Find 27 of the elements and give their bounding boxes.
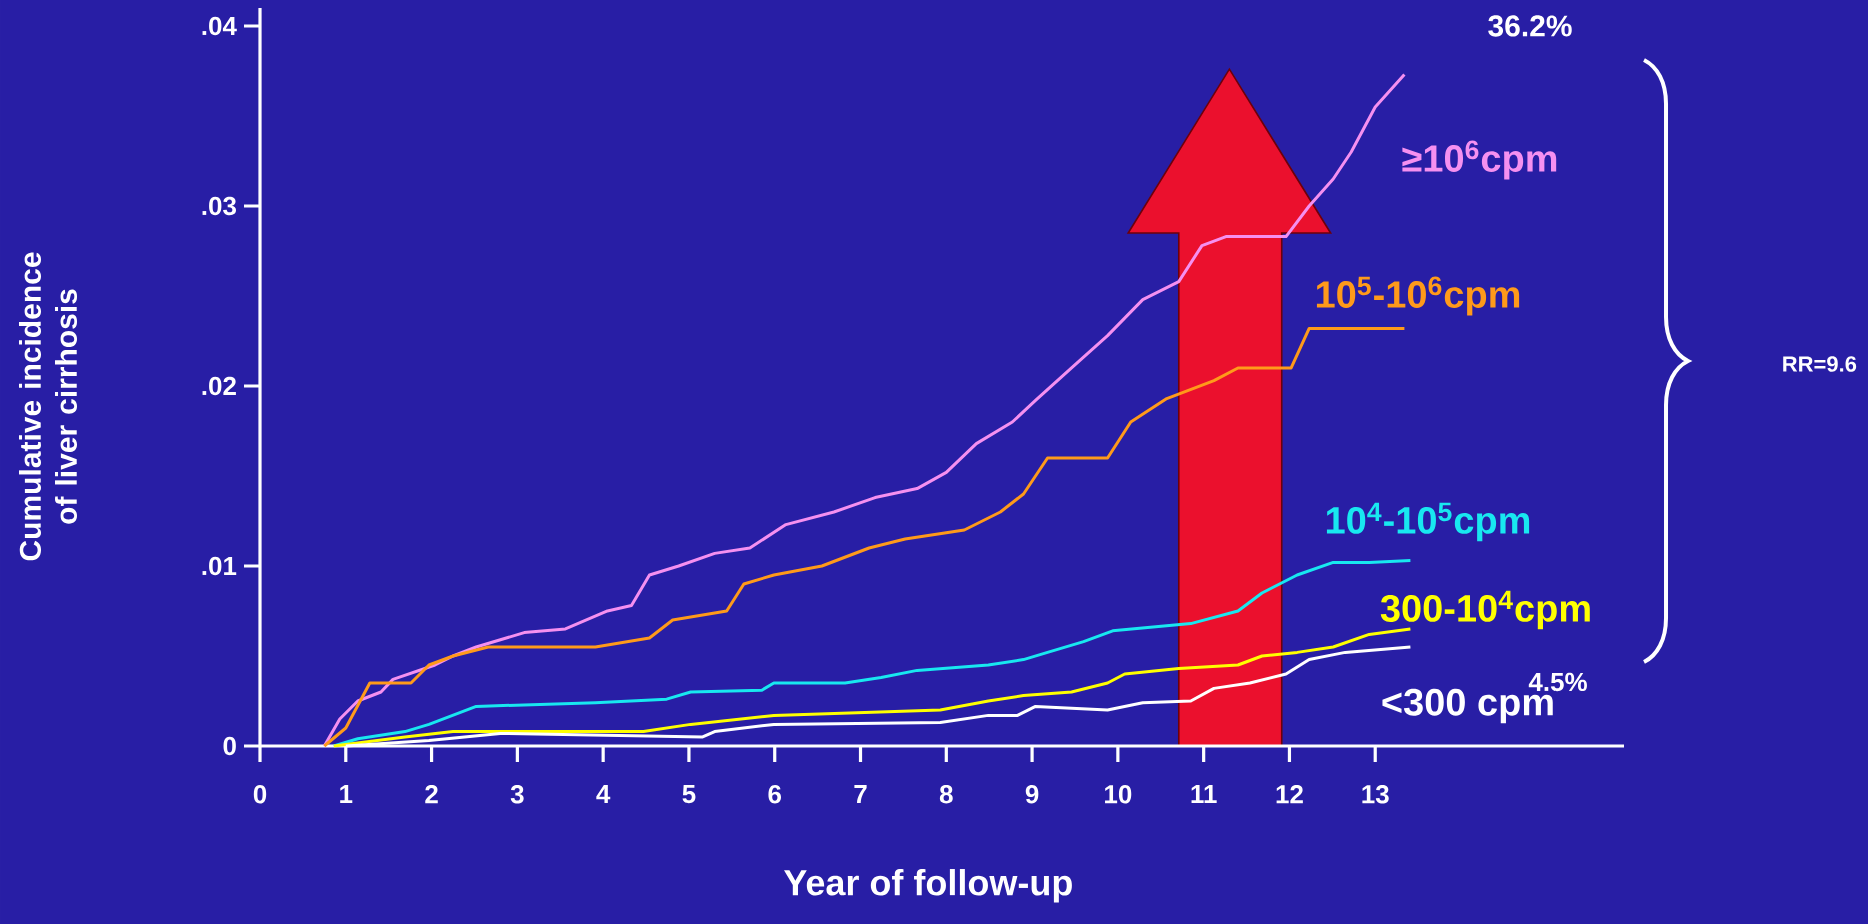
series-label: 10$^{4}$-10$^{5}$cpm <box>1326 502 1530 542</box>
x-tick-label: 12 <box>1276 785 1303 804</box>
x-tick-label: 10 <box>1105 785 1132 804</box>
y-tick-label: .03 <box>202 196 236 216</box>
y-tick-label: .02 <box>202 376 236 396</box>
x-tick-label: 2 <box>425 785 438 804</box>
x-tick-label: 0 <box>253 785 267 804</box>
x-tick-label: 13 <box>1362 785 1389 804</box>
x-tick-label: 4 <box>596 785 611 803</box>
y-tick-label: 0 <box>223 736 236 756</box>
x-tick-label: 6 <box>768 785 782 804</box>
x-tick-label: 5 <box>682 785 696 804</box>
x-tick-label: 3 <box>510 785 524 804</box>
x-tick-label: 11 <box>1191 785 1217 803</box>
x-tick-label: 7 <box>854 785 867 803</box>
x-tick-label: 1 <box>340 785 353 803</box>
series-label: 300-10$^{4}$cpm <box>1380 590 1590 630</box>
y-tick-label: .01 <box>202 556 237 576</box>
y-axis-title: Cumulative incidence of liver cirrhosis <box>18 252 78 561</box>
y-tick-label: .04 <box>202 16 237 36</box>
x-axis-title: Year of follow-up <box>784 869 1072 903</box>
annotation: 36.2% <box>1488 15 1572 37</box>
text: RR=9.6 <box>1783 356 1857 372</box>
x-tick-label: 9 <box>1025 785 1039 804</box>
x-tick-label: 8 <box>939 785 953 804</box>
series-label: ≥10$^{6}$cpm <box>1402 140 1557 180</box>
series-label: 10$^{5}$-10$^{6}$cpm <box>1316 276 1520 316</box>
